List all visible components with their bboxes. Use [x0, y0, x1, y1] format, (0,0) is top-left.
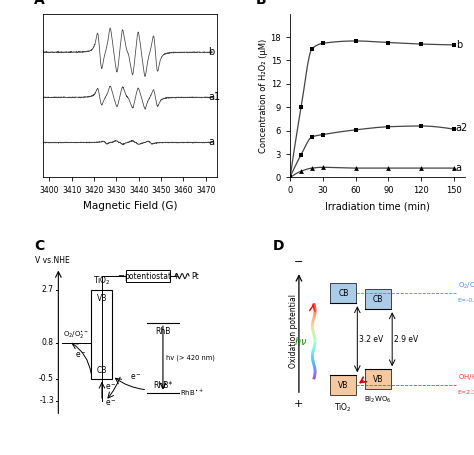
Text: CB: CB	[338, 289, 348, 298]
Text: a1: a1	[208, 91, 220, 101]
X-axis label: Magnetic Field (G): Magnetic Field (G)	[82, 201, 177, 211]
Text: 3.2 eV: 3.2 eV	[359, 335, 383, 344]
Point	[297, 104, 305, 111]
Bar	[330, 283, 356, 303]
Point	[450, 164, 457, 172]
Text: 2.9 eV: 2.9 eV	[394, 335, 418, 344]
Point	[286, 173, 294, 180]
Text: −: −	[117, 272, 124, 281]
Text: D: D	[273, 239, 284, 253]
Text: RhB*: RhB*	[153, 381, 173, 390]
Point	[308, 45, 316, 52]
Text: C: C	[34, 239, 44, 253]
Text: b: b	[208, 46, 214, 56]
Text: hv (> 420 nm): hv (> 420 nm)	[166, 354, 215, 361]
Point	[297, 151, 305, 158]
X-axis label: Irradiation time (min): Irradiation time (min)	[325, 201, 430, 211]
Text: e$^-$: e$^-$	[130, 373, 142, 382]
Point	[308, 133, 316, 141]
Text: e$^-$: e$^-$	[105, 399, 116, 409]
Text: B: B	[255, 0, 266, 7]
Point	[384, 123, 392, 131]
Text: TiO$_2$: TiO$_2$	[335, 401, 352, 414]
Text: RhB$^{\bullet+}$: RhB$^{\bullet+}$	[181, 388, 204, 398]
Point	[297, 167, 305, 175]
Text: e$^-$: e$^-$	[75, 350, 87, 360]
Text: $h\nu$: $h\nu$	[294, 335, 308, 347]
Text: O$_2$/O$_2^{\bullet-}$: O$_2$/O$_2^{\bullet-}$	[64, 330, 90, 341]
Text: Bi$_2$WO$_6$: Bi$_2$WO$_6$	[365, 395, 392, 405]
Text: RhB: RhB	[155, 327, 171, 335]
Bar	[330, 375, 356, 395]
Text: V vs.NHE: V vs.NHE	[35, 256, 70, 265]
Point	[286, 173, 294, 180]
Text: 2.7: 2.7	[42, 285, 54, 294]
Y-axis label: Concentration of H₂O₂ (μM): Concentration of H₂O₂ (μM)	[259, 38, 268, 153]
Point	[352, 164, 359, 172]
Point	[319, 40, 327, 47]
Text: −: −	[294, 258, 304, 268]
Text: A: A	[34, 0, 45, 7]
Point	[417, 164, 425, 172]
Text: +: +	[173, 272, 179, 281]
Text: VB: VB	[373, 375, 383, 384]
Point	[319, 131, 327, 138]
Text: potentiostat: potentiostat	[125, 272, 172, 281]
Point	[450, 41, 457, 49]
Point	[319, 164, 327, 171]
Text: Pt: Pt	[191, 272, 200, 281]
Text: +: +	[294, 399, 304, 409]
Text: E=2.38V: E=2.38V	[457, 390, 474, 395]
Text: b: b	[456, 40, 462, 50]
Point	[352, 37, 359, 45]
Bar	[365, 369, 392, 389]
Text: -0.5: -0.5	[39, 374, 54, 383]
Text: e$^-$: e$^-$	[105, 382, 116, 392]
Text: -1.3: -1.3	[39, 396, 54, 405]
Text: Oxidation potential: Oxidation potential	[289, 294, 298, 368]
Text: a: a	[208, 137, 214, 147]
Point	[286, 174, 294, 181]
Text: TiO$_2$: TiO$_2$	[93, 274, 111, 287]
Text: OH/H$_2$O: OH/H$_2$O	[457, 373, 474, 383]
Point	[450, 126, 457, 133]
Point	[308, 164, 316, 172]
Text: VB: VB	[97, 294, 107, 303]
Text: VB: VB	[338, 381, 348, 389]
Point	[384, 164, 392, 172]
Text: E=-0.33V: E=-0.33V	[457, 298, 474, 303]
Text: O$_2$/O$_2^{-}$: O$_2$/O$_2^{-}$	[457, 280, 474, 291]
Text: 0.8: 0.8	[42, 338, 54, 347]
Point	[417, 122, 425, 130]
Point	[352, 126, 359, 133]
Point	[384, 39, 392, 46]
Text: a2: a2	[456, 123, 468, 133]
Text: CB: CB	[373, 295, 383, 304]
Point	[417, 40, 425, 48]
Bar	[365, 289, 392, 309]
Text: a: a	[456, 163, 462, 173]
Text: CB: CB	[97, 365, 107, 374]
